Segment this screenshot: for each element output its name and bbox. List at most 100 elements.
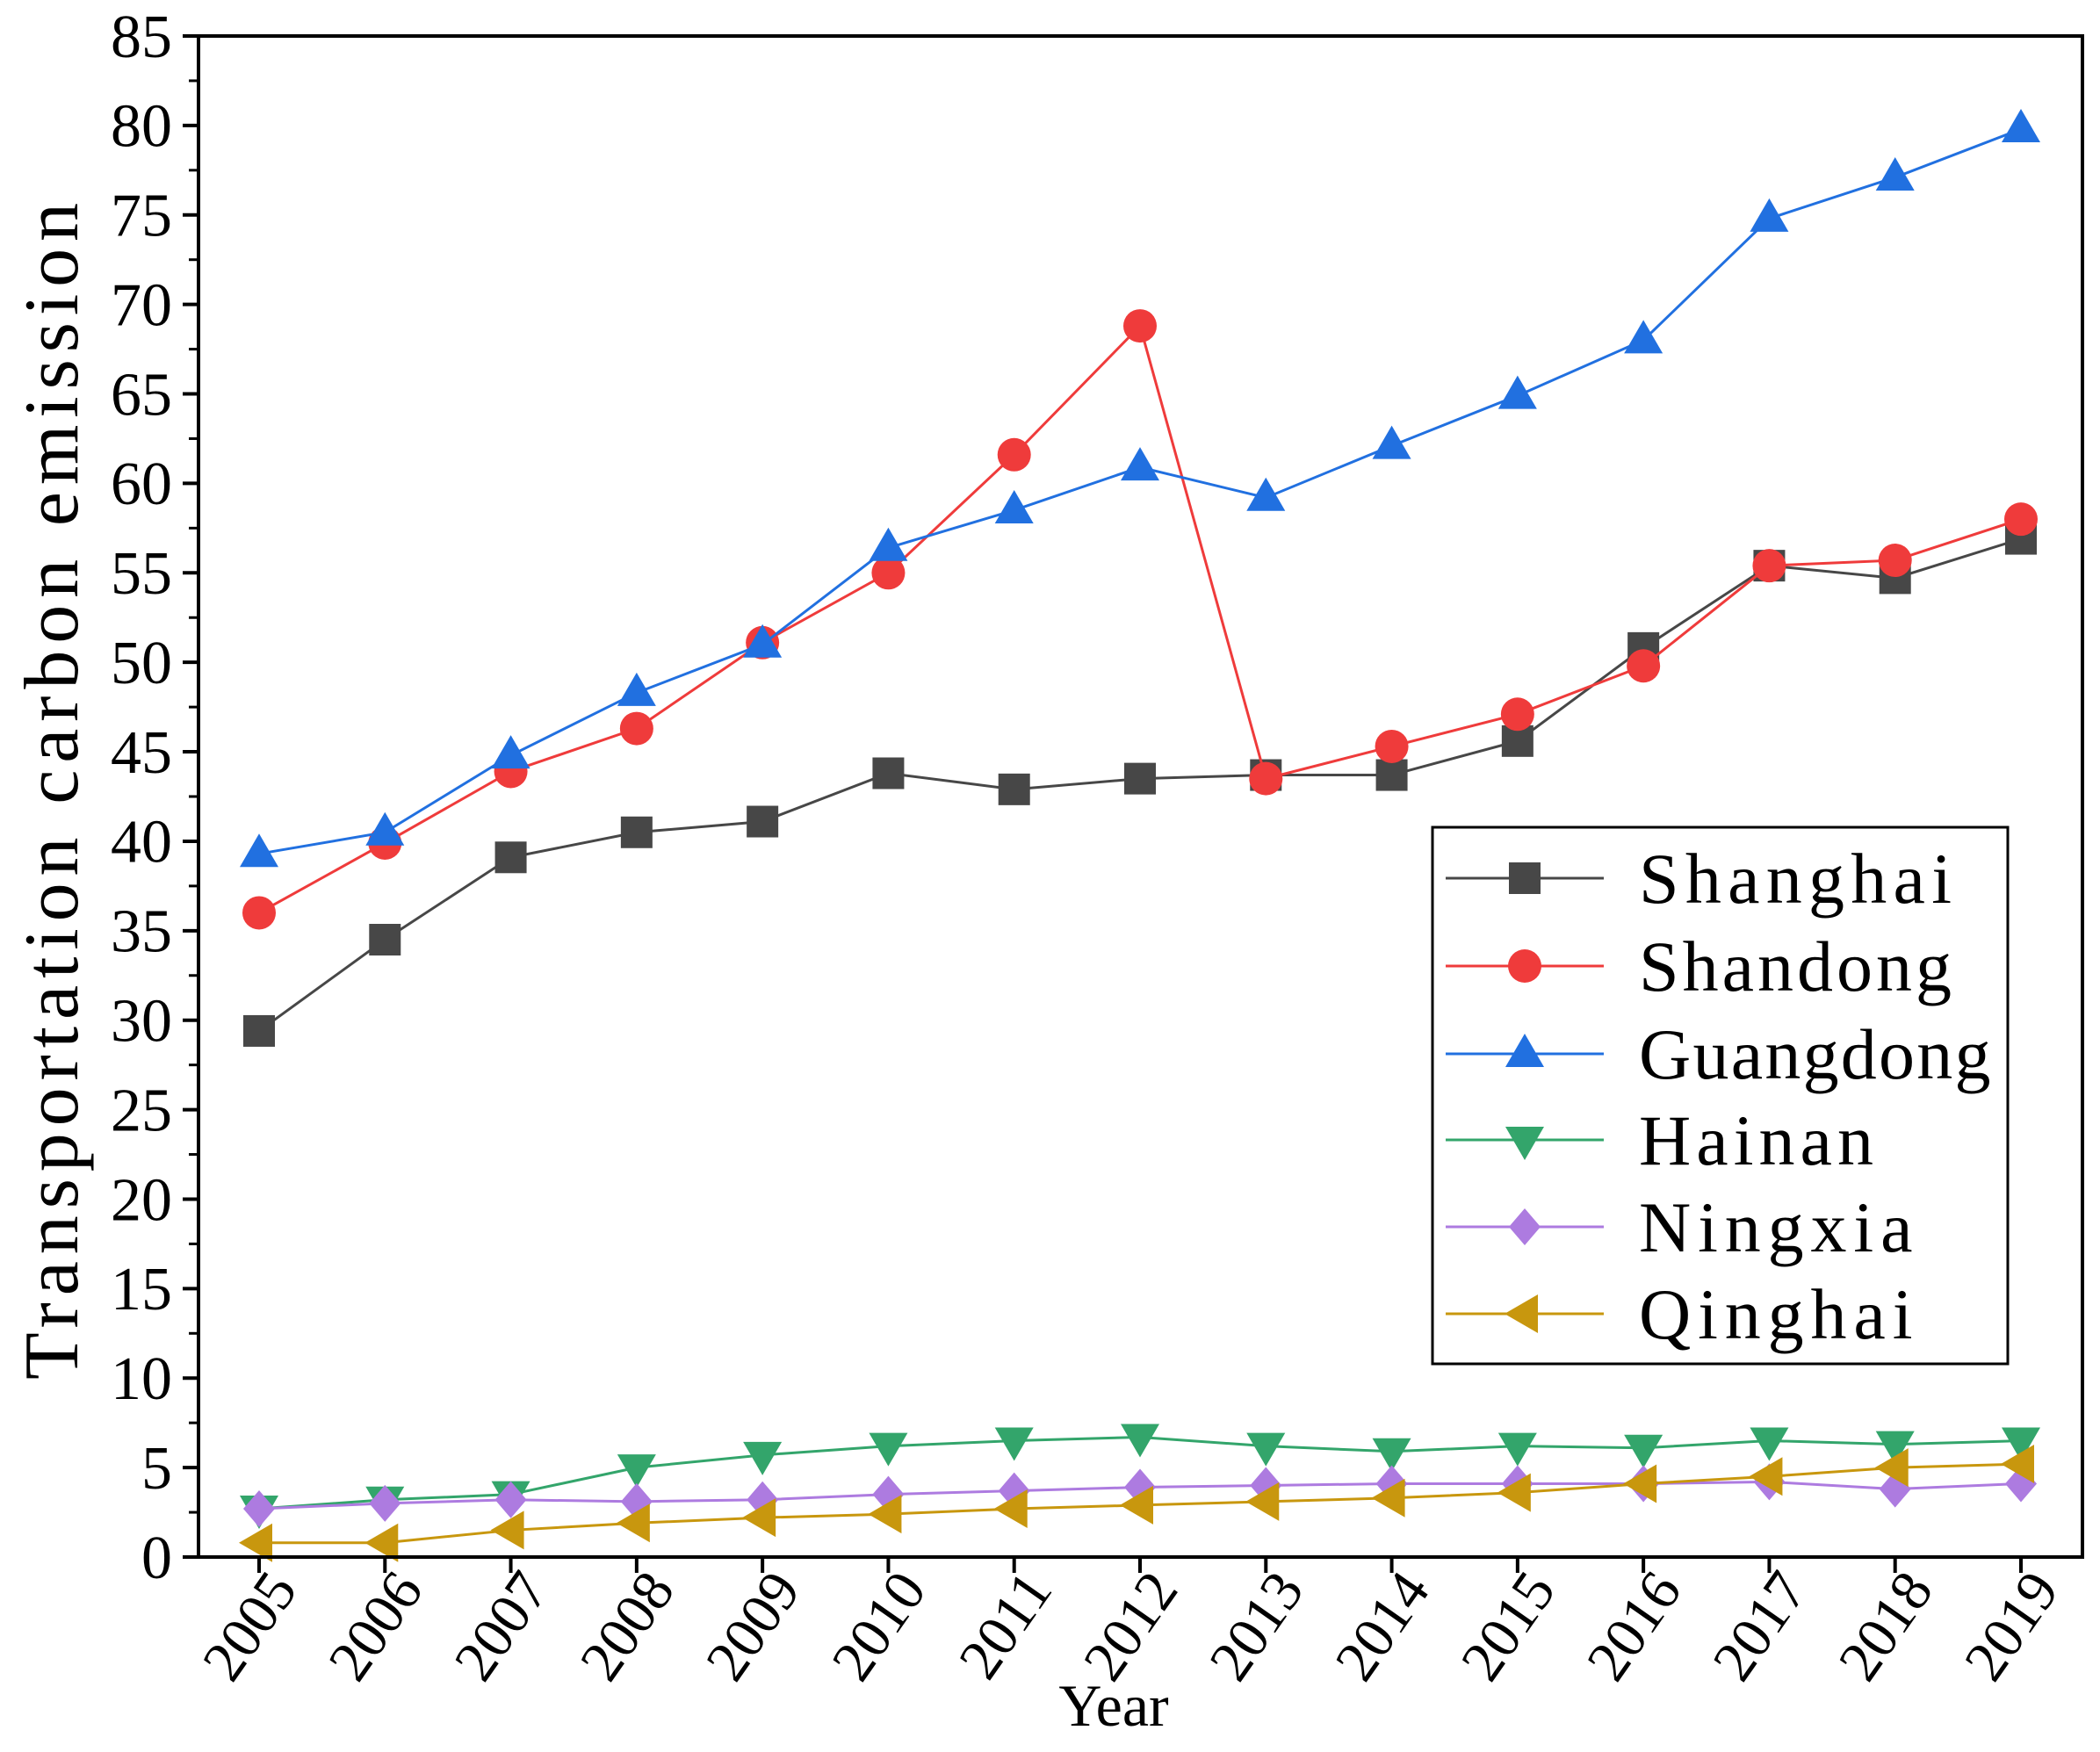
x-tick-label: 2005	[191, 1561, 310, 1692]
guangdong-point-2007	[491, 735, 530, 769]
qinghai-point-2019	[2001, 1445, 2034, 1484]
ningxia-point-2005	[243, 1489, 275, 1527]
qinghai-point-2005	[239, 1523, 272, 1562]
guangdong-point-2006	[365, 811, 405, 846]
legend-label-ningxia: Ningxia	[1639, 1187, 1913, 1267]
y-tick-label: 35	[111, 898, 172, 966]
shanghai-point-2011	[998, 773, 1030, 805]
x-tick-label: 2007	[442, 1561, 561, 1692]
guangdong-point-2019	[2002, 108, 2040, 142]
x-tick-label: 2013	[1197, 1561, 1317, 1692]
x-tick-label: 2016	[1575, 1561, 1694, 1692]
shanghai-point-2005	[243, 1014, 275, 1047]
hainan-series	[240, 1424, 2040, 1529]
legend-marker-hainan	[1505, 1127, 1544, 1160]
guangdong-point-2008	[617, 672, 656, 706]
shanghai-point-2012	[1124, 762, 1156, 795]
guangdong-point-2013	[1246, 477, 1286, 511]
guangdong-point-2015	[1497, 375, 1537, 409]
y-tick-label: 30	[111, 988, 172, 1056]
shandong-line	[258, 323, 2022, 914]
shandong-series	[242, 309, 2038, 930]
shanghai-point-2006	[369, 924, 401, 956]
shanghai-point-2009	[747, 805, 779, 838]
legend-marker-qinghai	[1505, 1294, 1538, 1333]
hainan-point-2018	[1875, 1431, 1915, 1465]
qinghai-point-2016	[1623, 1464, 1657, 1503]
shanghai-point-2014	[1375, 759, 1408, 791]
qinghai-point-2009	[742, 1498, 776, 1538]
legend-label-shanghai: Shanghai	[1639, 839, 1952, 919]
hainan-point-2009	[743, 1441, 783, 1475]
x-tick-label: 2014	[1323, 1561, 1442, 1692]
x-tick-label: 2019	[1952, 1561, 2072, 1692]
hainan-point-2014	[1372, 1438, 1411, 1472]
y-tick-label: 75	[111, 183, 172, 250]
y-tick-label: 60	[111, 451, 172, 518]
x-tick-label: 2009	[694, 1561, 813, 1692]
x-tick-label: 2008	[568, 1561, 688, 1692]
legend-entry-shanghai: Shanghai	[1446, 839, 1952, 919]
guangdong-point-2017	[1750, 198, 1789, 232]
qinghai-point-2014	[1371, 1478, 1405, 1518]
guangdong-point-2011	[994, 489, 1034, 523]
y-tick-label: 70	[111, 271, 172, 339]
shanghai-point-2007	[494, 841, 527, 874]
shandong-point-2005	[242, 896, 276, 930]
y-tick-label: 10	[111, 1345, 172, 1413]
qinghai-point-2017	[1749, 1457, 1783, 1496]
shandong-point-2013	[1249, 761, 1283, 796]
hainan-point-2017	[1750, 1427, 1789, 1461]
y-tick-label: 65	[111, 361, 172, 429]
y-tick-label: 20	[111, 1166, 172, 1234]
legend-label-qinghai: Qinghai	[1639, 1274, 1913, 1354]
guangdong-point-2005	[240, 833, 278, 868]
guangdong-line	[258, 127, 2022, 855]
x-tick-label: 2010	[819, 1561, 939, 1692]
y-tick-label: 50	[111, 630, 172, 697]
guangdong-point-2018	[1875, 156, 1915, 191]
shandong-point-2019	[2004, 502, 2038, 537]
guangdong-point-2016	[1624, 320, 1663, 354]
legend-marker-shanghai	[1509, 862, 1541, 894]
hainan-point-2008	[617, 1454, 656, 1489]
series-layer	[239, 108, 2040, 1562]
qinghai-point-2008	[616, 1503, 650, 1543]
qinghai-point-2013	[1245, 1482, 1280, 1521]
x-tick-label: 2018	[1826, 1561, 1945, 1692]
qinghai-point-2007	[490, 1510, 524, 1550]
shandong-point-2008	[619, 711, 653, 746]
hainan-point-2016	[1624, 1434, 1663, 1468]
shandong-point-2015	[1500, 697, 1534, 732]
axis-ticks	[183, 34, 2023, 1573]
shandong-point-2014	[1375, 729, 1409, 763]
hainan-point-2013	[1246, 1432, 1286, 1467]
x-axis-title: Year	[1058, 1672, 1169, 1739]
guangdong-point-2009	[743, 624, 783, 658]
y-tick-label: 45	[111, 719, 172, 787]
shandong-point-2017	[1752, 549, 1786, 583]
qinghai-point-2010	[868, 1495, 902, 1534]
qinghai-point-2006	[364, 1523, 399, 1562]
y-tick-label: 25	[111, 1077, 172, 1144]
hainan-point-2011	[994, 1427, 1034, 1461]
y-axis-title: Transportation carbon emission	[10, 203, 95, 1380]
shanghai-point-2010	[872, 757, 905, 789]
guangdong-point-2010	[869, 527, 908, 561]
y-tick-label: 40	[111, 809, 172, 876]
y-tick-label: 80	[111, 93, 172, 161]
x-tick-label: 2015	[1449, 1561, 1569, 1692]
legend-entry-qinghai: Qinghai	[1446, 1274, 1913, 1354]
y-tick-label: 85	[111, 4, 172, 71]
qinghai-point-2018	[1874, 1448, 1909, 1488]
ningxia-point-2007	[494, 1481, 527, 1518]
legend-entry-guangdong: Guangdong	[1446, 1014, 1991, 1094]
hainan-point-2012	[1121, 1424, 1159, 1458]
legend-label-guangdong: Guangdong	[1639, 1014, 1991, 1094]
hainan-point-2010	[869, 1432, 908, 1467]
legend-box	[1431, 826, 2010, 1366]
legend-marker-ningxia	[1509, 1208, 1541, 1245]
shanghai-point-2008	[620, 816, 653, 848]
x-tick-label: 2006	[316, 1561, 436, 1692]
